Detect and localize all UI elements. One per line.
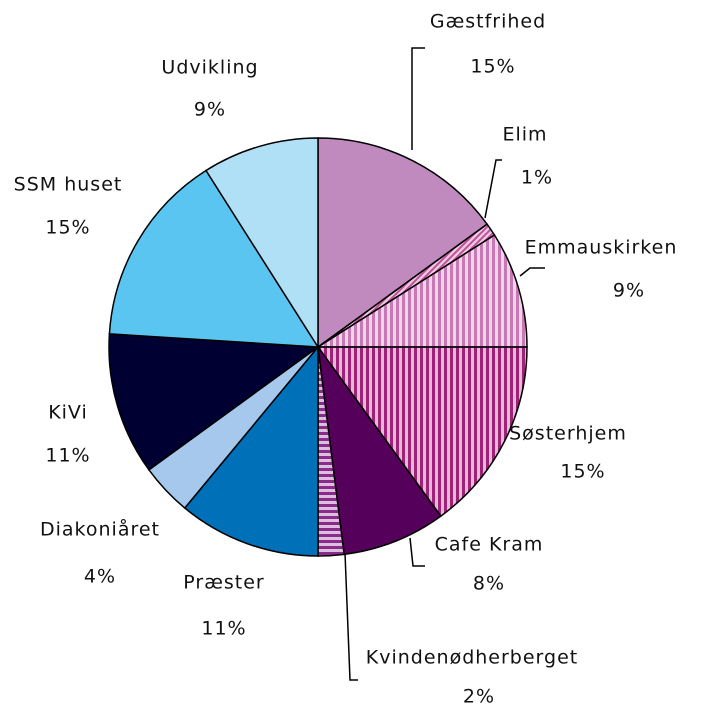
value-label: 11% <box>45 445 90 467</box>
slice-label: Udvikling <box>161 57 258 79</box>
wedge <box>183 344 319 557</box>
value-label: 1% <box>521 167 553 189</box>
wedge <box>315 233 528 348</box>
value-label: 4% <box>84 566 116 588</box>
slice-label: Gæstfrihed <box>430 11 546 33</box>
value-label: 9% <box>613 280 645 302</box>
slice-label: Kvindenødherberget <box>366 647 578 669</box>
slice-label: Præster <box>183 572 264 594</box>
slice-label: Emmauskirken <box>525 237 678 259</box>
leader-line <box>344 552 358 681</box>
value-label: 15% <box>470 56 515 78</box>
slice-label: KiVi <box>48 402 88 424</box>
slice-label: Elim <box>502 124 547 146</box>
slice-label: Søsterhjem <box>509 423 627 445</box>
value-label: 2% <box>463 686 495 707</box>
wedge <box>317 346 442 556</box>
wedge <box>204 137 319 350</box>
value-label: 8% <box>473 573 505 595</box>
wedge <box>108 169 320 348</box>
wedge <box>108 333 321 471</box>
wedge <box>317 137 489 349</box>
slice-label: Cafe Kram <box>435 534 544 556</box>
value-label: 15% <box>560 461 605 483</box>
leader-line <box>409 537 425 567</box>
pie <box>108 137 528 557</box>
slice-label: Diakoniåret <box>40 518 160 541</box>
value-label: 15% <box>45 217 90 239</box>
slice-label: SSM huset <box>14 174 123 196</box>
value-label: 11% <box>201 618 246 640</box>
leader-line <box>484 159 502 219</box>
wedge <box>316 346 528 518</box>
leader-line <box>519 267 545 277</box>
value-label: 9% <box>194 99 226 121</box>
leader-line <box>411 47 425 150</box>
